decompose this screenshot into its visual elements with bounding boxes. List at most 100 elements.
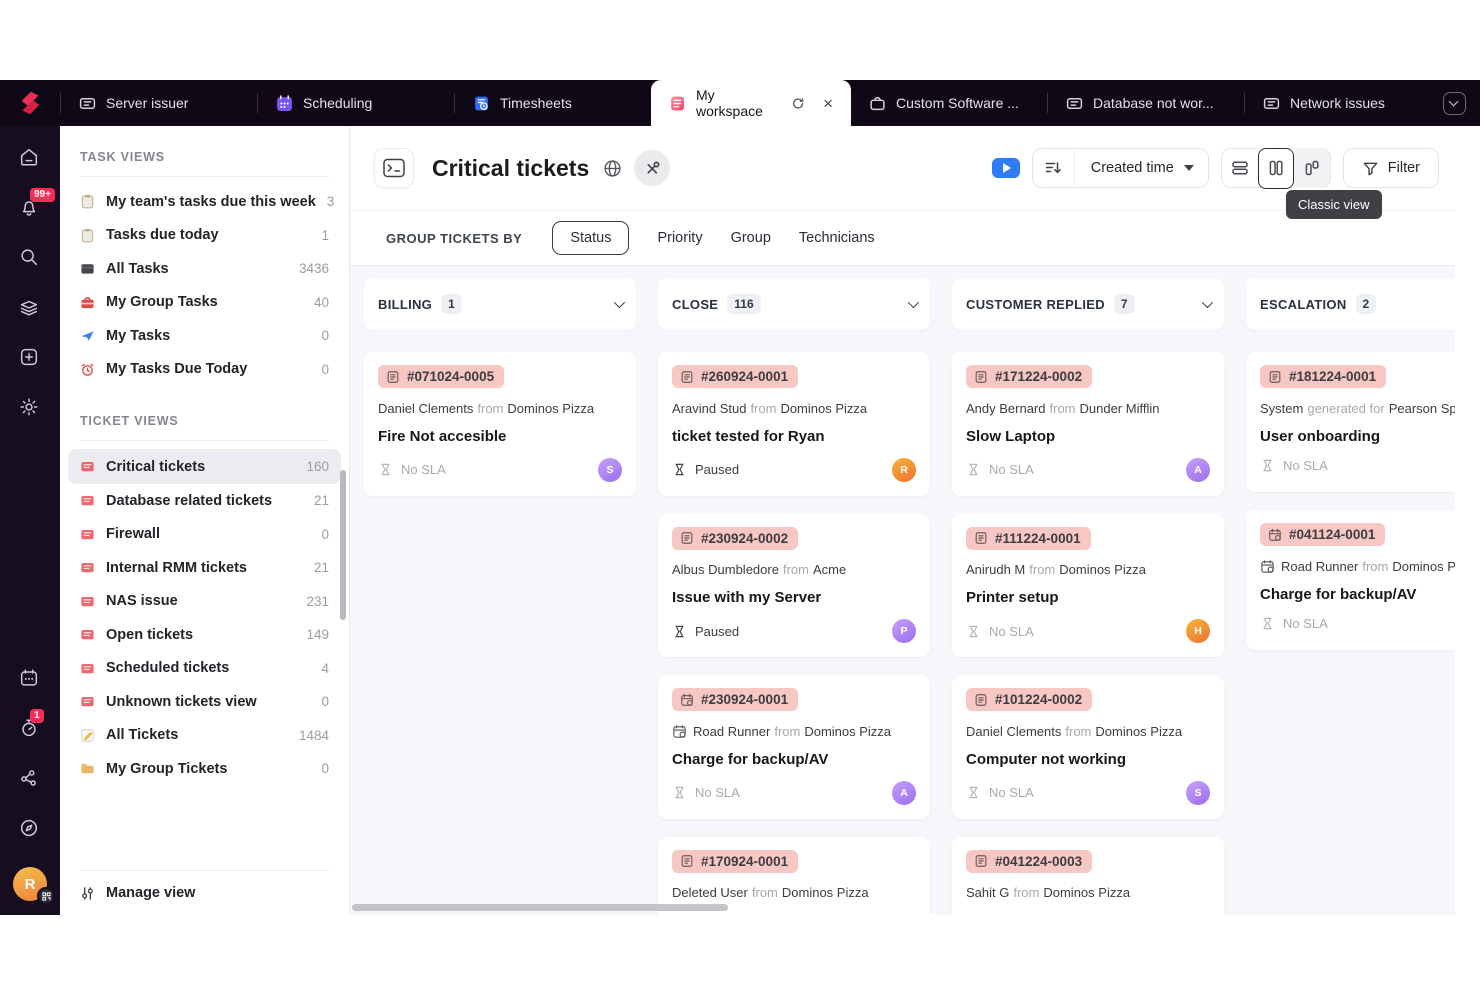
tab-timesheets[interactable]: Timesheets xyxy=(455,80,651,126)
tab-my-workspace-active[interactable]: My workspace × xyxy=(651,80,851,126)
collapse-tabs-button[interactable] xyxy=(1443,91,1466,115)
nav-item-my-tasks-due-today[interactable]: My Tasks Due Today 0 xyxy=(60,353,349,387)
document-icon xyxy=(975,855,987,867)
app-logo[interactable] xyxy=(0,80,60,126)
user-avatar[interactable]: R xyxy=(13,867,55,905)
group-option-priority[interactable]: Priority xyxy=(657,230,703,246)
sort-direction-button[interactable] xyxy=(1033,149,1075,187)
chevron-down-icon[interactable] xyxy=(613,296,626,309)
assignee-avatar[interactable]: S xyxy=(1186,780,1210,805)
notifications-bell-icon[interactable]: 99+ xyxy=(18,188,55,220)
nav-item-all-tickets[interactable]: All Tickets 1484 xyxy=(60,719,349,753)
column-header[interactable]: BILLING 1 xyxy=(364,278,636,330)
ticket-card[interactable]: #181224-0001 System generated for Pearso… xyxy=(1246,352,1455,492)
hourglass-icon xyxy=(675,786,684,799)
refresh-icon[interactable] xyxy=(791,96,805,111)
list-view-button[interactable] xyxy=(1222,148,1258,188)
column-header[interactable]: CUSTOMER REPLIED 7 xyxy=(952,278,1224,330)
ticket-card[interactable]: #170924-0001 Deleted User from Dominos P… xyxy=(658,836,930,915)
nav-item-internal-rmm-tickets[interactable]: Internal RMM tickets 21 xyxy=(60,551,349,585)
ticket-card[interactable]: #041224-0003 Sahit G from Dominos Pizza xyxy=(952,836,1224,915)
view-header: Critical tickets Created time xyxy=(350,126,1455,210)
nav-item-my-tasks[interactable]: My Tasks 0 xyxy=(60,319,349,353)
nav-item-open-tickets[interactable]: Open tickets 149 xyxy=(60,618,349,652)
tab-scheduling[interactable]: Scheduling xyxy=(258,80,454,126)
kanban-view-button-selected[interactable] xyxy=(1257,147,1294,189)
nav-item-all-tasks[interactable]: All Tasks 3436 xyxy=(60,252,349,286)
ticket-card[interactable]: #230924-0001 Road Runner from Dominos Pi… xyxy=(658,675,930,819)
sort-control[interactable]: Created time xyxy=(1031,148,1209,188)
nav-item-scheduled-tickets[interactable]: Scheduled tickets 4 xyxy=(60,652,349,686)
manage-view-button[interactable]: Manage view xyxy=(60,871,349,915)
add-new-icon[interactable] xyxy=(18,346,42,370)
group-option-status-selected[interactable]: Status xyxy=(552,221,630,255)
ticket-card[interactable]: #230924-0002 Albus Dumbledore from Acme … xyxy=(658,513,930,657)
column-header[interactable]: ESCALATION 2 xyxy=(1246,278,1455,330)
ticket-id-badge: #170924-0001 xyxy=(672,849,799,873)
assignee-avatar[interactable]: A xyxy=(892,780,916,805)
timeline-view-button[interactable] xyxy=(1293,148,1330,188)
nav-item-my-group-tasks[interactable]: My Group Tasks 40 xyxy=(60,286,349,320)
nav-item-firewall[interactable]: Firewall 0 xyxy=(60,518,349,552)
ticket-card[interactable]: #071024-0005 Daniel Clements from Domino… xyxy=(364,352,636,496)
nav-item-unknown-tickets-view[interactable]: Unknown tickets view 0 xyxy=(60,685,349,719)
group-option-technicians[interactable]: Technicians xyxy=(798,230,875,246)
chevron-down-icon[interactable] xyxy=(907,296,920,309)
view-type-button[interactable] xyxy=(374,148,414,188)
ticket-card[interactable]: #041124-0001 Road Runner from Dominos Pi… xyxy=(1246,510,1455,650)
tab-custom-software[interactable]: Custom Software ... xyxy=(851,80,1047,126)
column-header[interactable]: CLOSE 116 xyxy=(658,278,930,330)
ticket-id-badge: #181224-0001 xyxy=(1260,365,1387,388)
layers-icon[interactable] xyxy=(18,296,42,320)
globe-icon[interactable] xyxy=(603,159,622,178)
nav-item-my-teams-tasks[interactable]: My team's tasks due this week 3 xyxy=(60,185,349,219)
horizontal-scrollbar[interactable] xyxy=(352,904,728,911)
tools-icon xyxy=(647,161,660,174)
assignee-avatar[interactable]: S xyxy=(598,457,622,482)
assignee-avatar[interactable]: R xyxy=(892,457,916,482)
nav-item-database-related-tickets[interactable]: Database related tickets 21 xyxy=(60,484,349,518)
requester-line: Andy Bernard from Dunder Mifflin xyxy=(966,400,1160,416)
hourglass-icon xyxy=(675,463,684,476)
compass-icon[interactable] xyxy=(18,817,42,841)
tab-database-not-working[interactable]: Database not wor... xyxy=(1048,80,1244,126)
nav-item-nas-issue[interactable]: NAS issue 231 xyxy=(60,585,349,619)
app-window: Server issuer Scheduling Timesheets xyxy=(0,80,1480,915)
nav-item-tasks-due-today[interactable]: Tasks due today 1 xyxy=(60,219,349,253)
timer-stopwatch-icon[interactable]: 1 xyxy=(18,709,44,741)
calendar-icon[interactable] xyxy=(18,667,42,691)
avatar-letter: R xyxy=(24,875,36,893)
tab-divider xyxy=(1047,93,1048,113)
classic-view-tooltip: Classic view xyxy=(1286,190,1382,219)
tab-network-issues[interactable]: Network issues xyxy=(1245,80,1441,126)
tools-button[interactable] xyxy=(634,150,671,186)
assignee-avatar[interactable]: A xyxy=(1186,457,1210,482)
nav-item-my-group-tickets[interactable]: My Group Tickets 0 xyxy=(60,752,349,786)
ticket-icon xyxy=(81,563,94,573)
page-title: Critical tickets xyxy=(432,154,590,181)
notification-count-badge: 99+ xyxy=(30,188,55,202)
timer-count-badge: 1 xyxy=(30,709,44,723)
tab-divider xyxy=(257,93,258,113)
nav-item-critical-tickets[interactable]: Critical tickets 160 xyxy=(68,449,341,484)
search-icon[interactable] xyxy=(18,246,42,270)
assignee-avatar[interactable]: H xyxy=(1186,619,1210,643)
settings-gear-icon[interactable] xyxy=(18,396,42,420)
ticket-card[interactable]: #111224-0001 Anirudh M from Dominos Pizz… xyxy=(952,513,1224,657)
calendar-clock-icon xyxy=(681,693,693,706)
ticket-card[interactable]: #260924-0001 Aravind Stud from Dominos P… xyxy=(658,352,930,496)
assignee-avatar[interactable]: P xyxy=(892,619,916,643)
group-option-group[interactable]: Group xyxy=(730,230,771,246)
close-tab-icon[interactable]: × xyxy=(823,93,833,113)
sla-status: No SLA xyxy=(401,462,446,477)
ticket-card[interactable]: #101224-0002 Daniel Clements from Domino… xyxy=(952,675,1224,819)
home-icon[interactable] xyxy=(18,146,42,170)
video-play-button[interactable] xyxy=(991,158,1020,178)
chevron-down-icon[interactable] xyxy=(1201,296,1214,309)
tab-server-issuer[interactable]: Server issuer xyxy=(61,80,257,126)
share-network-icon[interactable] xyxy=(18,767,42,791)
ticket-card[interactable]: #171224-0002 Andy Bernard from Dunder Mi… xyxy=(952,352,1224,496)
sort-field-dropdown[interactable]: Created time xyxy=(1075,160,1208,176)
panel-scrollbar[interactable] xyxy=(340,470,346,620)
filter-button[interactable]: Filter xyxy=(1342,148,1439,188)
